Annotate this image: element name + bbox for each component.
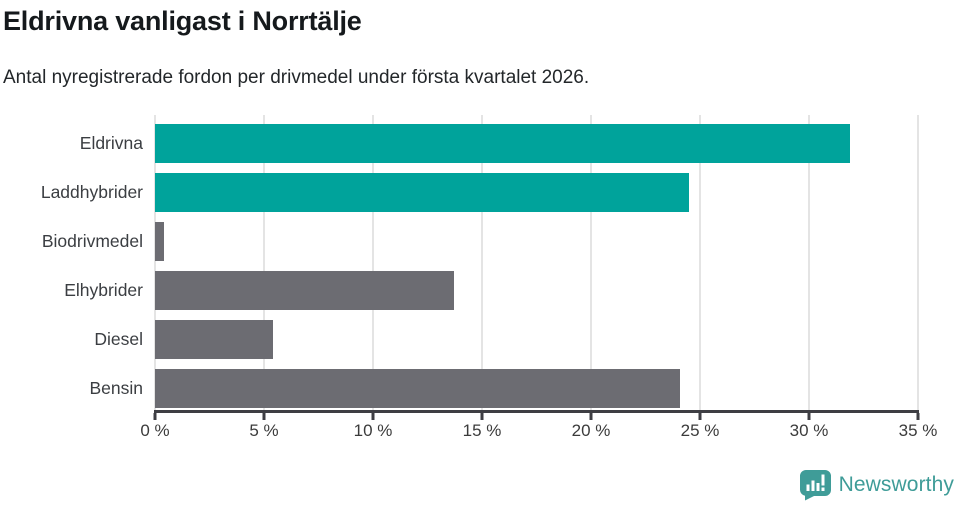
- bar-diesel: [155, 320, 273, 359]
- x-tick-15: [480, 413, 484, 420]
- x-tick-label-30: 30 %: [789, 421, 829, 440]
- x-axis-tick-labels: 0 % 5 % 10 % 15 % 20 % 25 % 30 % 35 %: [140, 421, 937, 445]
- x-axis-line: [153, 410, 920, 420]
- category-label-bensin: Bensin: [89, 378, 143, 398]
- gridline-25: [699, 115, 701, 412]
- x-tick-label-5: 5 %: [249, 421, 279, 440]
- x-tick-5: [262, 413, 266, 420]
- x-tick-0: [153, 413, 157, 420]
- gridline-5: [263, 115, 265, 412]
- bar-elhybrider: [155, 271, 454, 310]
- category-label-laddhybrider: Laddhybrider: [40, 182, 143, 202]
- x-tick-10: [371, 413, 375, 420]
- bar-biodrivmedel: [155, 222, 164, 261]
- brand-footer: Newsworthy: [798, 469, 954, 501]
- x-tick-35: [916, 413, 920, 420]
- x-tick-20: [589, 413, 593, 420]
- chart-title: Eldrivna vanligast i Norrtälje: [3, 6, 362, 36]
- gridline-0: [154, 115, 156, 412]
- category-label-biodrivmedel: Biodrivmedel: [41, 231, 143, 251]
- category-label-elhybrider: Elhybrider: [64, 280, 143, 300]
- gridline-35: [917, 115, 919, 412]
- x-tick-label-10: 10 %: [353, 421, 393, 440]
- gridline-15: [481, 115, 483, 412]
- chart-subtitle: Antal nyregistrerade fordon per drivmede…: [3, 67, 590, 88]
- x-tick-30: [807, 413, 811, 420]
- y-axis-category-labels: Eldrivna Laddhybrider Biodrivmedel Elhybrid…: [0, 115, 143, 412]
- x-tick-label-35: 35 %: [898, 421, 938, 440]
- brand-name: Newsworthy: [838, 473, 954, 496]
- x-tick-label-20: 20 %: [571, 421, 611, 440]
- x-tick-label-25: 25 %: [680, 421, 720, 440]
- gridline-10: [372, 115, 374, 412]
- x-tick-label-0: 0 %: [140, 421, 170, 440]
- category-label-eldrivna: Eldrivna: [79, 133, 143, 153]
- gridline-20: [590, 115, 592, 412]
- bar-eldrivna: [155, 124, 851, 163]
- gridline-30: [808, 115, 810, 412]
- x-tick-25: [698, 413, 702, 420]
- bar-bensin: [155, 369, 681, 408]
- newsworthy-logo-icon: [799, 470, 831, 501]
- bar-laddhybrider: [155, 173, 690, 212]
- category-label-diesel: Diesel: [94, 329, 143, 349]
- x-tick-label-15: 15 %: [462, 421, 502, 440]
- plot-area: [154, 115, 919, 412]
